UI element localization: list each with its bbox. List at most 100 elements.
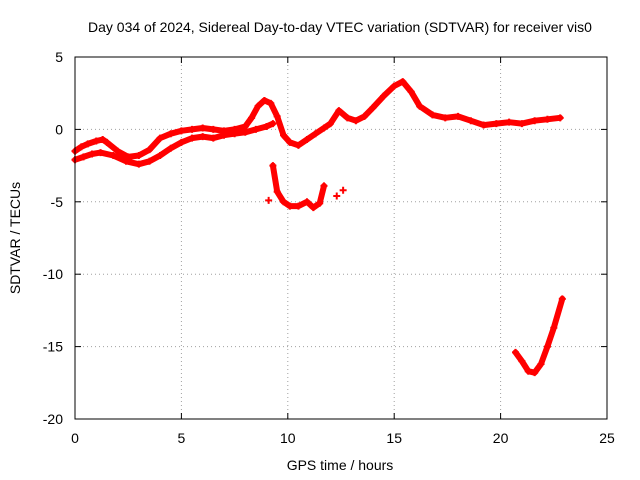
data-point-marker (109, 151, 117, 159)
data-point-marker (416, 102, 424, 110)
series-line-main-trace-upper (72, 78, 564, 160)
data-point-marker (441, 114, 449, 122)
data-point-marker (286, 138, 294, 146)
data-point-marker (265, 196, 273, 204)
data-point-marker (231, 130, 239, 138)
data-point-marker (505, 118, 513, 126)
data-point-marker (80, 153, 88, 161)
data-point-marker (390, 82, 398, 90)
data-point-marker (269, 162, 277, 170)
data-point-marker (188, 134, 196, 142)
data-point-marker (135, 151, 143, 159)
data-point-marker (167, 144, 175, 152)
data-point-marker (280, 198, 288, 206)
y-tick-label: -20 (43, 411, 63, 427)
y-axis-label: SDTVAR / TECUs (7, 182, 23, 294)
data-point-marker (531, 369, 539, 377)
data-point-marker (518, 357, 526, 365)
data-point-marker (326, 120, 334, 128)
data-point-marker (369, 104, 377, 112)
plot-frame (74, 56, 608, 420)
data-point-marker (280, 131, 288, 139)
data-point-marker (145, 157, 153, 165)
data-point-marker (294, 141, 302, 149)
x-tick-label: 5 (178, 430, 186, 446)
data-point-marker (320, 182, 328, 190)
series-line-late-segment (512, 295, 566, 376)
data-point-marker (339, 186, 347, 194)
x-axis-label: GPS time / hours (287, 457, 394, 473)
data-point-marker (269, 120, 277, 128)
data-point-marker (97, 149, 105, 157)
data-point-marker (303, 136, 311, 144)
data-point-marker (77, 143, 85, 151)
data-point-marker (294, 202, 302, 210)
y-tick-label: 5 (55, 49, 63, 65)
data-point-marker (260, 96, 268, 104)
data-point-marker (267, 99, 275, 107)
x-tick-label: 25 (599, 430, 615, 446)
data-point-marker (199, 133, 207, 141)
data-point-marker (531, 117, 539, 125)
data-point-marker (360, 112, 368, 120)
data-point-marker (241, 128, 249, 136)
data-point-marker (316, 199, 324, 207)
data-point-marker (343, 114, 351, 122)
data-point-marker (248, 114, 256, 122)
data-point-marker (84, 140, 92, 148)
data-point-marker (286, 202, 294, 210)
data-point-marker (188, 125, 196, 133)
y-tick-label: 0 (55, 121, 63, 137)
data-point-marker (556, 114, 564, 122)
data-point-marker (145, 146, 153, 154)
data-point-marker (335, 107, 343, 115)
data-point-marker (492, 120, 500, 128)
data-point-marker (399, 78, 407, 86)
data-point-marker (177, 138, 185, 146)
data-point-marker (309, 204, 317, 212)
data-point-marker (352, 117, 360, 125)
data-point-marker (524, 367, 532, 375)
grid-lines (75, 57, 607, 419)
data-point-marker (303, 198, 311, 206)
data-point-marker (254, 102, 262, 110)
x-tick-label: 0 (71, 430, 79, 446)
data-point-marker (311, 130, 319, 138)
data-point-marker (122, 157, 130, 165)
data-point-marker (114, 147, 122, 155)
data-point-marker (480, 121, 488, 129)
data-point-marker (550, 324, 558, 332)
data-point-marker (518, 120, 526, 128)
data-point-marker (454, 112, 462, 120)
data-point-marker (429, 111, 437, 119)
data-point-marker (220, 131, 228, 139)
data-point-marker (156, 134, 164, 142)
data-series (71, 78, 566, 377)
data-point-marker (467, 117, 475, 125)
y-tick-label: -10 (43, 266, 63, 282)
data-point-marker (380, 92, 388, 100)
chart-title: Day 034 of 2024, Sidereal Day-to-day VTE… (88, 19, 592, 35)
data-point-marker (273, 112, 281, 120)
data-point-marker (407, 88, 415, 96)
data-point-marker (209, 125, 217, 133)
y-tick-label: -15 (43, 339, 63, 355)
x-tick-label: 20 (493, 430, 509, 446)
data-point-marker (558, 295, 566, 303)
data-point-marker (156, 151, 164, 159)
y-tick-label: -5 (51, 194, 64, 210)
data-point-marker (543, 343, 551, 351)
data-point-marker (273, 188, 281, 196)
data-point-marker (199, 124, 207, 132)
data-point-marker (167, 130, 175, 138)
data-point-marker (537, 360, 545, 368)
data-point-marker (320, 124, 328, 132)
data-point-marker (88, 150, 96, 158)
data-point-marker (263, 123, 271, 131)
data-point-marker (92, 137, 100, 145)
data-point-marker (333, 192, 341, 200)
data-point-marker (209, 134, 217, 142)
x-tick-label: 10 (280, 430, 296, 446)
data-point-marker (511, 348, 519, 356)
